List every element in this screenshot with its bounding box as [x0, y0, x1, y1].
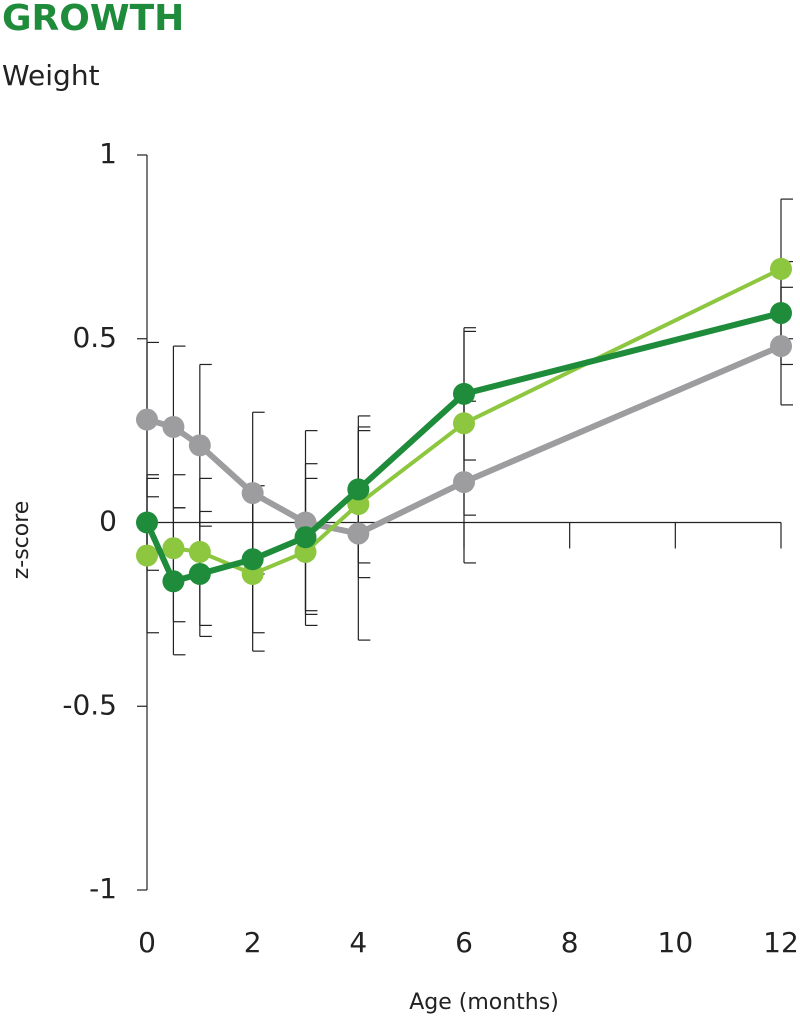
marker: [188, 540, 211, 563]
marker: [453, 471, 475, 494]
x-tick-label: 4: [349, 926, 367, 959]
y-tick-label: -0.5: [62, 688, 117, 721]
marker: [136, 544, 158, 567]
marker: [188, 434, 211, 457]
marker: [162, 537, 185, 560]
x-tick-label: 0: [138, 926, 156, 959]
marker: [136, 511, 158, 534]
y-axis-label: z-score: [9, 501, 34, 580]
marker: [188, 562, 211, 585]
marker: [453, 382, 475, 405]
x-tick-label: 10: [658, 926, 694, 959]
y-tick-label: 0.5: [72, 321, 117, 354]
marker: [162, 415, 185, 438]
chart-subtitle: Weight: [2, 59, 100, 92]
x-tick-label: 12: [763, 926, 799, 959]
y-tick-label: 0: [99, 505, 117, 538]
marker: [453, 412, 475, 435]
marker: [347, 478, 370, 501]
x-axis-label: Age (months): [409, 990, 559, 1015]
marker: [770, 302, 792, 325]
marker: [241, 482, 264, 505]
chart-title: GROWTH: [2, 0, 184, 39]
marker: [770, 335, 792, 358]
marker: [136, 408, 158, 431]
x-tick-label: 2: [244, 926, 262, 959]
x-tick-label: 8: [561, 926, 579, 959]
marker: [347, 522, 370, 545]
y-tick-label: 1: [99, 137, 117, 170]
x-tick-label: 6: [455, 926, 473, 959]
marker: [241, 548, 264, 571]
y-tick-label: -1: [89, 872, 117, 905]
marker: [162, 570, 185, 593]
marker: [770, 257, 792, 280]
marker: [294, 526, 317, 549]
